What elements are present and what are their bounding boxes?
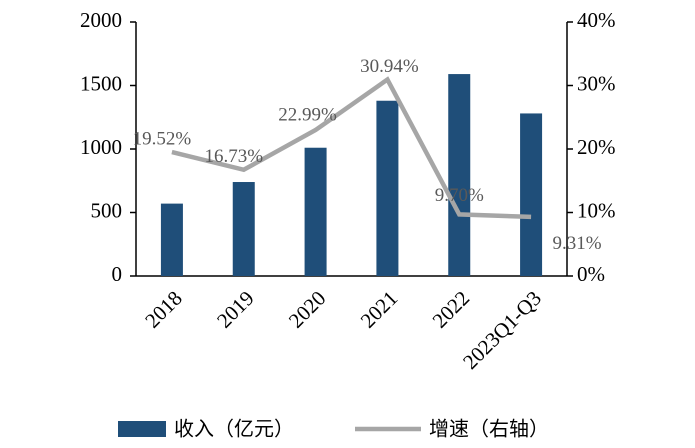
data-label: 22.99% <box>278 104 337 125</box>
y-tick-label: 1000 <box>80 135 122 159</box>
bar <box>160 203 183 276</box>
y2-tick-label: 20% <box>577 135 616 159</box>
x-tick-label: 2022 <box>428 286 475 333</box>
x-tick-label: 2021 <box>356 286 403 333</box>
x-tick-label: 2018 <box>140 286 187 333</box>
y-tick-label: 1500 <box>80 71 122 95</box>
legend-label: 增速（右轴） <box>429 417 549 441</box>
bar <box>448 74 471 276</box>
bar <box>376 100 399 277</box>
bar <box>520 113 543 276</box>
x-tick-label: 2023Q1-Q3 <box>458 286 546 374</box>
y-tick-label: 500 <box>91 198 123 222</box>
data-label: 30.94% <box>360 56 419 77</box>
y2-tick-label: 10% <box>577 198 616 222</box>
line <box>171 76 532 220</box>
data-label: 16.73% <box>204 146 263 167</box>
x-tick-label: 2019 <box>212 286 259 333</box>
y2-tick-label: 30% <box>577 71 616 95</box>
y-tick-label: 2000 <box>80 8 122 32</box>
x-tick-label: 2020 <box>284 286 331 333</box>
legend-label: 收入（亿元） <box>174 417 294 441</box>
y2-tick-label: 40% <box>577 8 616 32</box>
data-label: 9.31% <box>553 233 602 254</box>
y2-tick-label: 0% <box>577 262 605 286</box>
bar <box>304 147 327 276</box>
data-label: 9.70% <box>435 185 484 206</box>
legend-swatch <box>118 421 166 437</box>
bar <box>232 182 255 276</box>
data-label: 19.52% <box>133 128 192 149</box>
y-tick-label: 0 <box>112 262 123 286</box>
